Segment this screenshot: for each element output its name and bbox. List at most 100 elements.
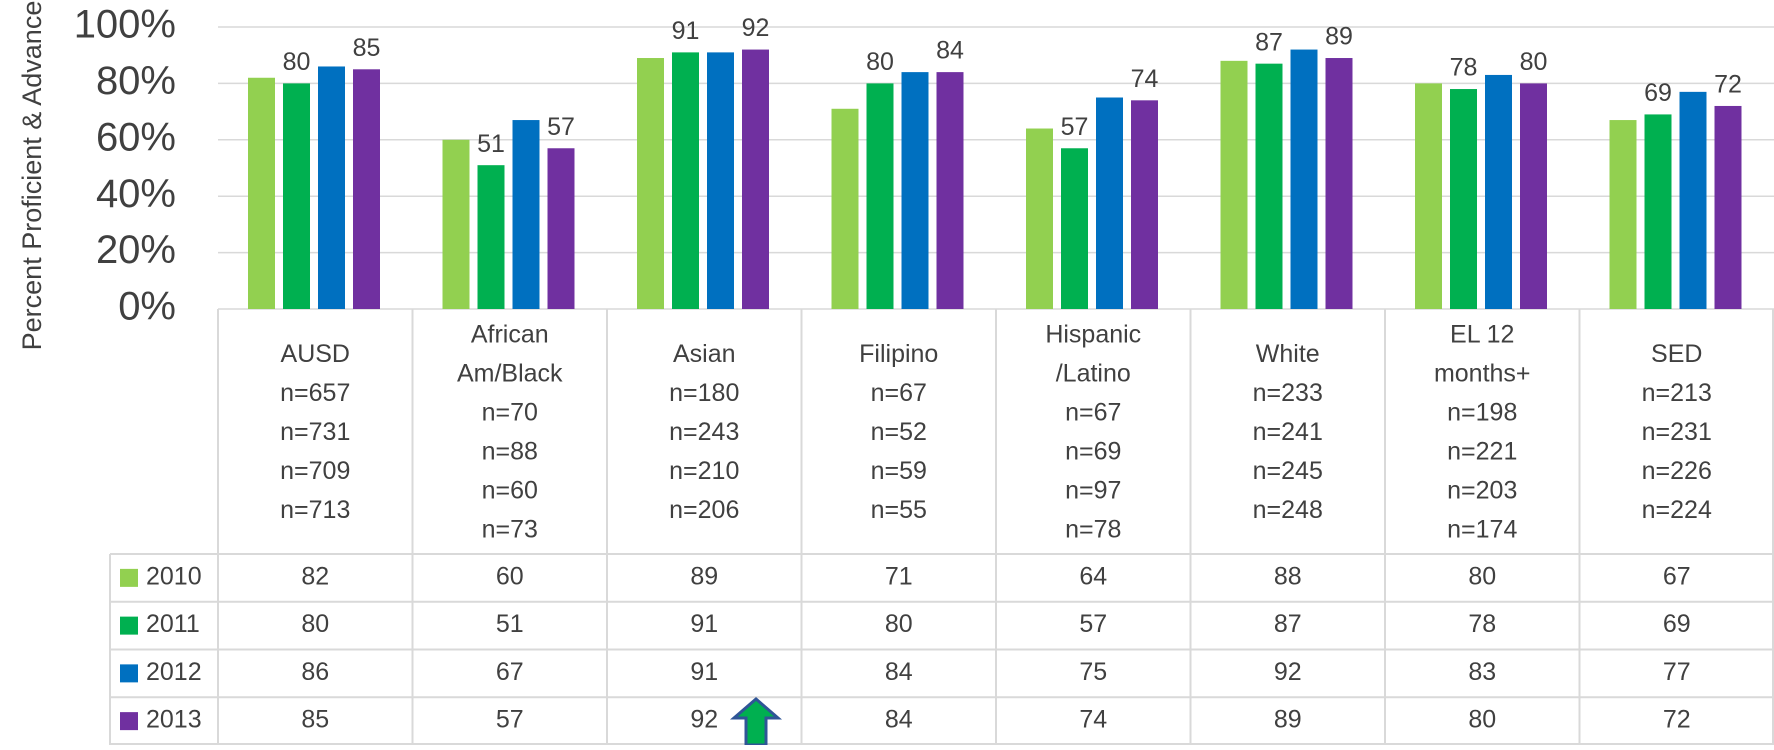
category-label: n=174 [1447, 516, 1517, 544]
legend-label: 2010 [146, 562, 202, 590]
table-value: 92 [1274, 658, 1302, 686]
category-label: n=245 [1253, 457, 1323, 485]
category-label: n=60 [482, 477, 538, 505]
data-label: 80 [866, 48, 894, 76]
y-tick-label: 40% [96, 172, 176, 216]
table-value: 80 [1468, 562, 1496, 590]
category-label: n=206 [669, 496, 739, 524]
bar [1609, 120, 1637, 309]
table-value: 57 [1079, 610, 1107, 638]
table-value: 77 [1663, 658, 1691, 686]
category-label: n=231 [1642, 418, 1712, 446]
bar [1131, 100, 1158, 309]
table-value: 74 [1079, 706, 1107, 734]
bar [742, 49, 769, 310]
data-label: 87 [1255, 28, 1283, 56]
category-label: n=226 [1642, 457, 1712, 485]
category-label: Hispanic [1045, 321, 1141, 349]
data-label: 92 [742, 14, 770, 42]
y-tick-label: 80% [96, 59, 176, 103]
table-value: 88 [1274, 562, 1302, 590]
bar [318, 66, 345, 309]
category-label: n=52 [871, 418, 927, 446]
category-label: n=198 [1447, 399, 1517, 427]
legend-label: 2012 [146, 658, 202, 686]
data-label: 57 [547, 113, 575, 141]
data-label: 89 [1325, 23, 1353, 51]
y-axis-title: Percent Proficient & Advanced [17, 0, 47, 350]
bar [831, 108, 859, 309]
table-value: 71 [885, 562, 913, 590]
table-value: 86 [301, 658, 329, 686]
category-label: White [1256, 340, 1320, 368]
data-label: 80 [283, 48, 311, 76]
table-value: 67 [1663, 562, 1691, 590]
y-tick-label: 60% [96, 115, 176, 159]
category-label: n=78 [1065, 516, 1121, 544]
table-value: 80 [1468, 706, 1496, 734]
bar [283, 83, 310, 310]
bar [512, 120, 540, 309]
category-label: n=88 [482, 438, 538, 466]
category-label: n=248 [1253, 496, 1323, 524]
category-label: /Latino [1056, 360, 1131, 388]
data-label: 80 [1520, 48, 1548, 76]
category-label: n=243 [669, 418, 739, 446]
y-tick-label: 20% [96, 228, 176, 272]
category-label: n=73 [482, 516, 538, 544]
bar [1714, 105, 1742, 310]
legend-label: 2011 [146, 610, 200, 638]
table-value: 80 [301, 610, 329, 638]
category-label: n=69 [1065, 438, 1121, 466]
table-value: 51 [496, 610, 524, 638]
y-tick-label: 0% [118, 285, 176, 329]
data-label: 51 [477, 130, 505, 158]
table-value: 84 [885, 706, 913, 734]
category-label: n=97 [1065, 477, 1121, 505]
category-label: n=731 [280, 418, 350, 446]
bar [1096, 97, 1123, 309]
table-value: 85 [301, 706, 329, 734]
legend-label: 2013 [146, 706, 202, 734]
category-label: n=221 [1447, 438, 1517, 466]
data-label: 78 [1450, 54, 1478, 82]
bar [866, 83, 894, 310]
legend-swatch [120, 616, 138, 635]
table-value: 89 [1274, 706, 1302, 734]
bar [1026, 128, 1053, 309]
bar [477, 165, 505, 309]
y-tick-label: 100% [74, 3, 176, 47]
category-label: AUSD [281, 340, 350, 368]
category-label: n=59 [871, 457, 927, 485]
data-label: 69 [1644, 79, 1672, 107]
bar [1290, 49, 1318, 310]
legend-swatch [120, 568, 138, 587]
category-label: n=67 [871, 379, 927, 407]
bar [637, 58, 664, 309]
bar [547, 148, 575, 309]
category-label: n=55 [871, 496, 927, 524]
category-label: n=709 [280, 457, 350, 485]
data-label: 85 [353, 34, 381, 62]
table-value: 67 [496, 658, 524, 686]
category-label: SED [1651, 340, 1702, 368]
bar [1415, 83, 1442, 310]
bar [1485, 74, 1512, 309]
bar [1061, 148, 1088, 309]
category-label: EL 12 [1450, 321, 1514, 349]
data-label: 84 [936, 37, 964, 65]
legend-swatch [120, 712, 138, 731]
table-value: 84 [885, 658, 913, 686]
category-label: n=224 [1642, 496, 1712, 524]
bar [901, 72, 929, 310]
category-label: months+ [1434, 360, 1531, 388]
category-label: n=203 [1447, 477, 1517, 505]
table-value: 89 [690, 562, 718, 590]
bar [442, 139, 470, 309]
table-value: 87 [1274, 610, 1302, 638]
table-value: 69 [1663, 610, 1691, 638]
category-label: Am/Black [457, 360, 563, 388]
table-value: 80 [885, 610, 913, 638]
bar [1450, 89, 1477, 309]
